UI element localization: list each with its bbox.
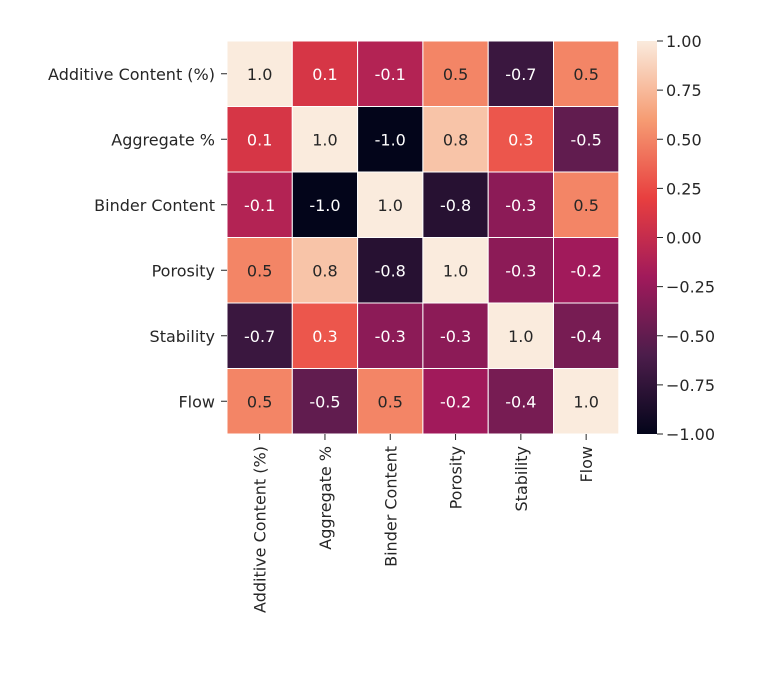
heatmap-cell-value-r4-c0: -0.7 [244,327,275,346]
y-tick-label-4: Stability [150,327,215,346]
x-tick-label-4: Stability [512,446,531,511]
y-tick-label-1: Aggregate % [111,130,215,149]
x-tick-label-3: Porosity [447,446,466,509]
heatmap-cell-value-r2-c5: 0.5 [573,196,598,215]
heatmap-cell-value-r1-c5: -0.5 [571,130,602,149]
heatmap-cell-r2-c5 [553,171,620,238]
colorbar: 1.00 0.75 0.50 0.25 0.00 −0.25 −0.50 −0.75 −1.00 [637,32,715,444]
heatmap-cell-r4-c0 [226,302,293,369]
heatmap-cell-value-r4-c5: -0.4 [571,327,602,346]
heatmap-cell-r2-c3 [422,171,489,238]
heatmap-cell-value-r4-c3: -0.3 [440,327,471,346]
colorbar-tick-label-8: −1.00 [666,425,715,444]
y-tick-label-5: Flow [178,392,215,411]
y-tick-label-2: Binder Content [94,196,215,215]
heatmap-cell-value-r3-c3: 1.0 [443,261,468,280]
heatmap-cell-value-r5-c2: 0.5 [378,392,403,411]
heatmap-cell-r3-c1 [291,237,359,304]
heatmap-cell-r0-c2 [357,40,424,107]
heatmap-cell-value-r4-c2: -0.3 [375,327,406,346]
heatmap-cell-value-r1-c4: 0.3 [508,130,533,149]
heatmap-cell-r4-c4 [487,302,555,369]
heatmap-cell-r0-c3 [422,40,489,107]
colorbar-gradient [637,41,657,434]
heatmap-cell-value-r0-c1: 0.1 [312,65,337,84]
colorbar-tick-label-3: 0.25 [666,179,702,198]
heatmap-cell-r0-c1 [291,40,359,107]
y-tick-label-0: Additive Content (%) [48,65,215,84]
heatmap-cell-value-r4-c4: 1.0 [508,327,533,346]
heatmap-cell-value-r3-c2: -0.8 [375,261,406,280]
x-tick-label-0: Additive Content (%) [251,446,270,613]
heatmap-cell-r3-c0 [226,237,293,304]
heatmap-cell-value-r0-c0: 1.0 [247,65,272,84]
x-tick-label-5: Flow [577,446,596,483]
heatmap-cell-value-r1-c2: -1.0 [375,130,406,149]
heatmap-cell-value-r2-c1: -1.0 [309,196,340,215]
heatmap-cell-value-r2-c2: 1.0 [378,196,403,215]
heatmap-cell-value-r5-c0: 0.5 [247,392,272,411]
x-axis-tick-labels: Additive Content (%) Aggregate % Binder Co… [251,434,596,613]
heatmap-cell-value-r5-c1: -0.5 [309,392,340,411]
heatmap-cell-value-r1-c0: 0.1 [247,130,272,149]
colorbar-tick-label-6: −0.50 [666,327,715,346]
heatmap-cell-r2-c4 [487,171,555,238]
colorbar-tick-label-4: 0.00 [666,229,702,248]
heatmap-cell-r3-c4 [487,237,555,304]
heatmap-cell-value-r1-c3: 0.8 [443,130,468,149]
heatmap-cell-value-r4-c1: 0.3 [312,327,337,346]
heatmap-cell-value-r2-c3: -0.8 [440,196,471,215]
heatmap-cell-r4-c3 [422,302,489,369]
colorbar-tick-label-5: −0.25 [666,278,715,297]
heatmap-cell-value-r2-c0: -0.1 [244,196,275,215]
heatmap-cell-r5-c0 [226,368,293,435]
heatmap-cell-r1-c5 [553,106,620,173]
heatmap-cell-r1-c1 [291,106,359,173]
heatmap-cell-value-r1-c1: 1.0 [312,130,337,149]
heatmap-cell-value-r2-c4: -0.3 [505,196,536,215]
heatmap-cell-value-r0-c4: -0.7 [505,65,536,84]
heatmap-cell-r3-c3 [422,237,489,304]
x-tick-label-2: Binder Content [381,446,400,567]
heatmap-cell-value-r3-c5: -0.2 [571,261,602,280]
heatmap-cell-value-r3-c1: 0.8 [312,261,337,280]
y-tick-label-3: Porosity [152,261,215,280]
colorbar-tick-label-7: −0.75 [666,376,715,395]
heatmap-cell-r2-c1 [291,171,359,238]
heatmap-cell-value-r3-c0: 0.5 [247,261,272,280]
heatmap-cell-value-r5-c5: 1.0 [573,392,598,411]
heatmap-cell-r4-c2 [357,302,424,369]
heatmap-cell-value-r0-c5: 0.5 [573,65,598,84]
colorbar-tick-label-1: 0.75 [666,81,702,100]
heatmap-cell-value-r5-c4: -0.4 [505,392,536,411]
heatmap-cell-value-r0-c3: 0.5 [443,65,468,84]
heatmap-cell-value-r3-c4: -0.3 [505,261,536,280]
heatmap-cell-labels: 1.0 0.1 -0.1 0.5 -0.7 0.5 0.1 1.0 -1.0 0.8 0.3 -0.5… [244,65,602,412]
heatmap-cell-r4-c5 [553,302,620,369]
heatmap-cell-r5-c5 [553,368,620,435]
heatmap-cell-value-r0-c2: -0.1 [375,65,406,84]
heatmap-cell-r1-c3 [422,106,489,173]
heatmap-cell-r3-c2 [357,237,424,304]
x-tick-label-1: Aggregate % [316,446,335,550]
y-axis-tick-labels: Additive Content (%) Aggregate % Binder Co… [48,65,227,411]
heatmap-cell-r0-c5 [553,40,620,107]
heatmap-cell-r0-c0 [226,40,293,107]
heatmap-cell-value-r5-c3: -0.2 [440,392,471,411]
colorbar-tick-label-0: 1.00 [666,32,702,51]
heatmap-cells [226,40,620,435]
heatmap-cell-r3-c5 [553,237,620,304]
colorbar-tick-label-2: 0.50 [666,130,702,149]
